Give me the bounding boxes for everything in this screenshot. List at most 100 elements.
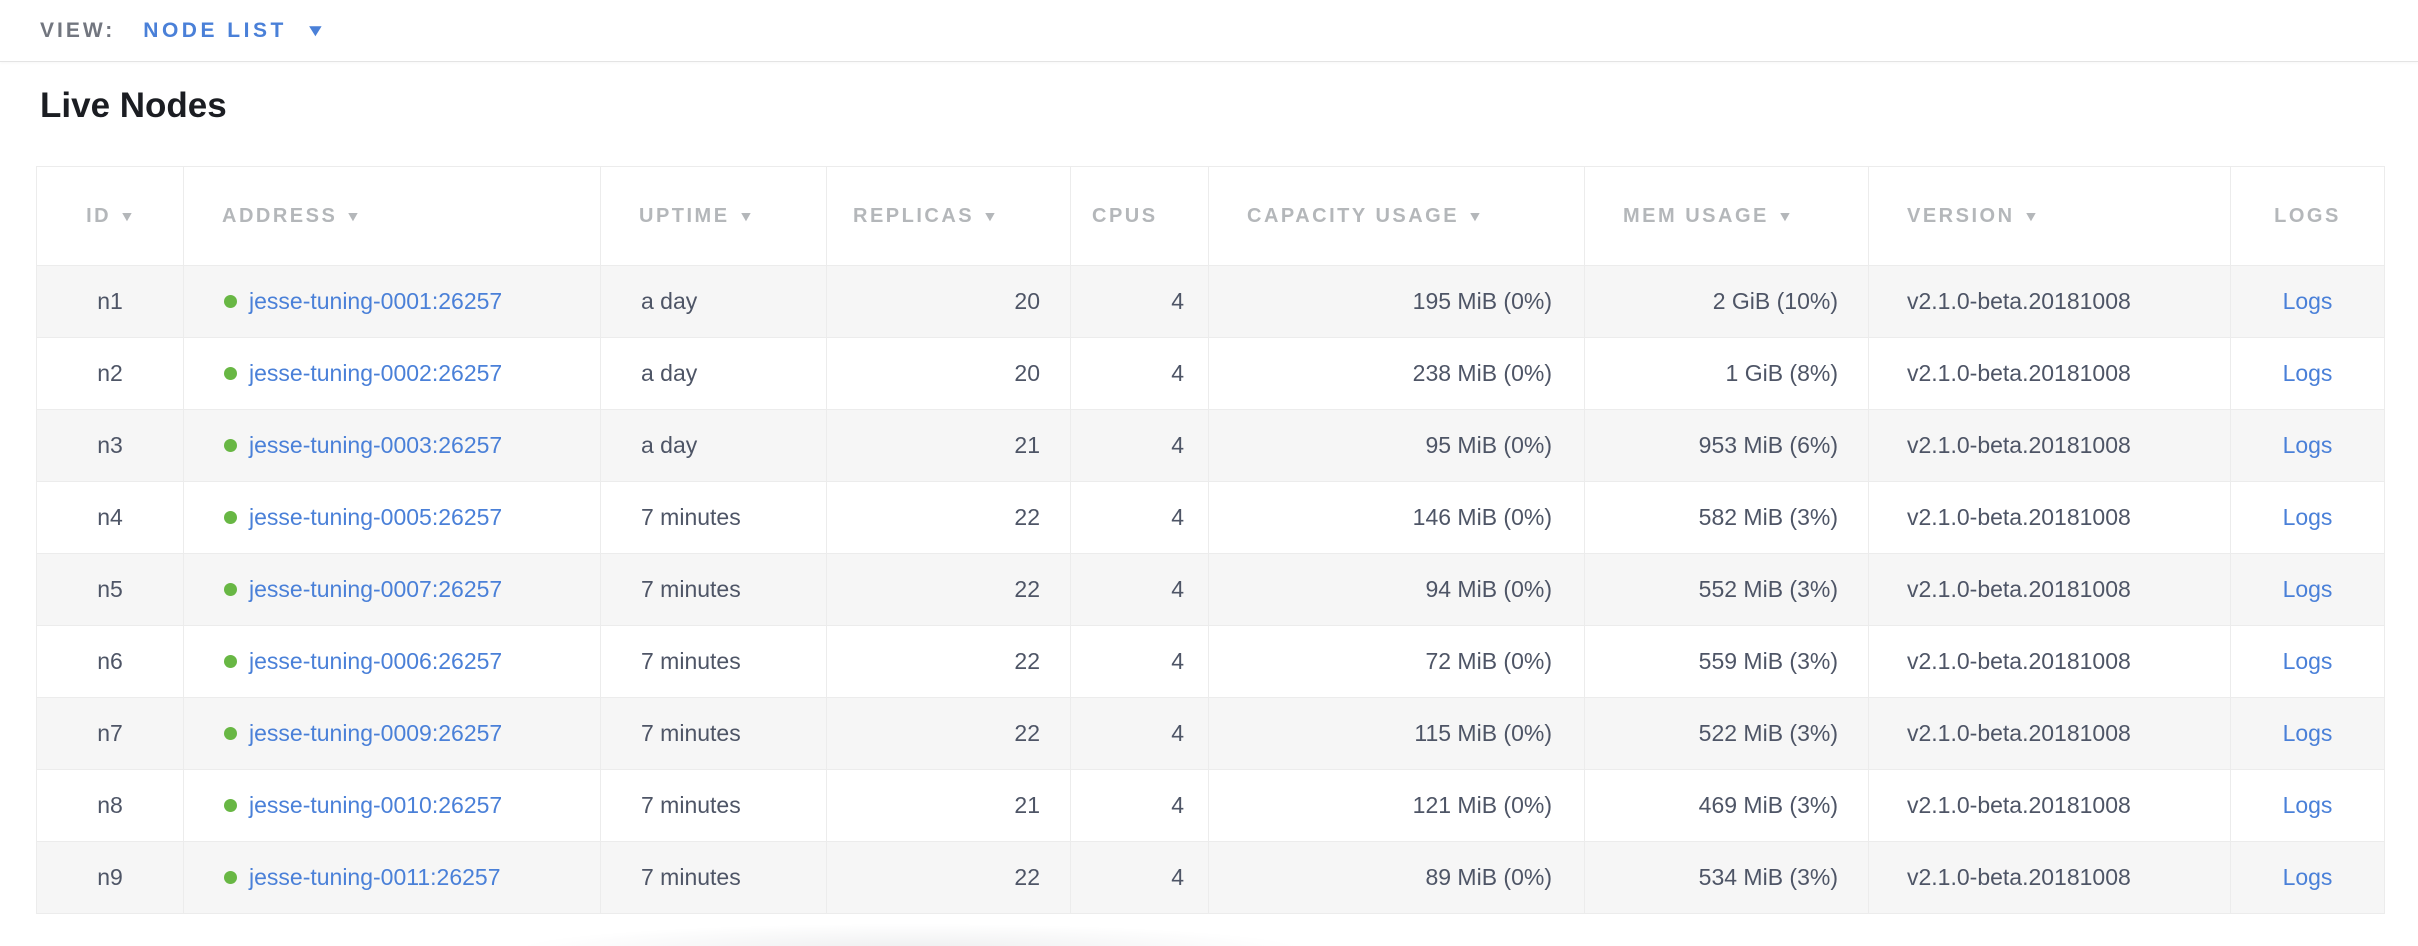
node-address-link[interactable]: jesse-tuning-0002:26257 <box>249 360 503 386</box>
cell-cpus: 4 <box>1070 337 1209 410</box>
cell-capacity: 238 MiB (0%) <box>1208 337 1585 410</box>
cell-logs: Logs <box>2230 697 2385 770</box>
cell-replicas: 21 <box>826 769 1071 842</box>
node-live-status-icon <box>224 583 237 596</box>
cell-id: n7 <box>36 697 184 770</box>
cell-id: n1 <box>36 265 184 338</box>
cell-id: n4 <box>36 481 184 554</box>
node-address-link[interactable]: jesse-tuning-0010:26257 <box>249 792 503 818</box>
sort-desc-icon: ▼ <box>1467 207 1483 224</box>
node-address-link[interactable]: jesse-tuning-0009:26257 <box>249 720 503 746</box>
cell-capacity: 89 MiB (0%) <box>1208 841 1585 914</box>
cell-address: jesse-tuning-0007:26257 <box>183 553 601 626</box>
cell-address: jesse-tuning-0009:26257 <box>183 697 601 770</box>
cell-id: n2 <box>36 337 184 410</box>
column-header-logs: LOGS <box>2230 166 2385 266</box>
logs-link[interactable]: Logs <box>2282 864 2333 890</box>
cell-mem: 953 MiB (6%) <box>1584 409 1869 482</box>
cell-logs: Logs <box>2230 265 2385 338</box>
logs-link[interactable]: Logs <box>2282 360 2333 386</box>
cell-cpus: 4 <box>1070 697 1209 770</box>
chevron-down-icon: ▼ <box>304 21 326 40</box>
logs-link[interactable]: Logs <box>2282 720 2333 746</box>
cell-address: jesse-tuning-0002:26257 <box>183 337 601 410</box>
cell-mem: 559 MiB (3%) <box>1584 625 1869 698</box>
cell-address: jesse-tuning-0011:26257 <box>183 841 601 914</box>
logs-link[interactable]: Logs <box>2282 648 2333 674</box>
cell-uptime: a day <box>600 337 827 410</box>
column-header-label: VERSION <box>1907 204 2015 227</box>
node-live-status-icon <box>224 511 237 524</box>
cell-id: n8 <box>36 769 184 842</box>
logs-link[interactable]: Logs <box>2282 792 2333 818</box>
column-header-label: MEM USAGE <box>1623 204 1769 227</box>
bottom-shadow <box>520 924 1300 946</box>
view-select-value: NODE LIST <box>143 18 287 42</box>
cell-logs: Logs <box>2230 841 2385 914</box>
node-address-link[interactable]: jesse-tuning-0003:26257 <box>249 432 503 458</box>
table-row: n4 jesse-tuning-0005:26257 7 minutes 22 4 146… <box>36 481 2385 554</box>
sort-desc-icon: ▼ <box>2022 207 2039 224</box>
sort-desc-icon: ▼ <box>345 207 362 224</box>
cell-capacity: 146 MiB (0%) <box>1208 481 1585 554</box>
table-row: n8 jesse-tuning-0010:26257 7 minutes 21 4 121… <box>36 769 2385 842</box>
cell-cpus: 4 <box>1070 625 1209 698</box>
cell-id: n6 <box>36 625 184 698</box>
cell-uptime: 7 minutes <box>600 553 827 626</box>
cell-logs: Logs <box>2230 553 2385 626</box>
node-address-link[interactable]: jesse-tuning-0011:26257 <box>249 864 501 890</box>
cell-address: jesse-tuning-0003:26257 <box>183 409 601 482</box>
node-address-link[interactable]: jesse-tuning-0005:26257 <box>249 504 503 530</box>
cell-replicas: 22 <box>826 553 1071 626</box>
cell-uptime: a day <box>600 265 827 338</box>
logs-link[interactable]: Logs <box>2282 576 2333 602</box>
column-header-address[interactable]: ADDRESS ▼ <box>183 166 601 266</box>
cell-replicas: 22 <box>826 625 1071 698</box>
view-bar: VIEW: NODE LIST ▼ <box>0 0 2418 62</box>
node-live-status-icon <box>224 367 237 380</box>
node-live-status-icon <box>224 439 237 452</box>
cell-cpus: 4 <box>1070 553 1209 626</box>
cell-cpus: 4 <box>1070 769 1209 842</box>
cell-address: jesse-tuning-0001:26257 <box>183 265 601 338</box>
column-header-uptime[interactable]: UPTIME ▼ <box>600 166 827 266</box>
cell-replicas: 20 <box>826 337 1071 410</box>
cell-logs: Logs <box>2230 409 2385 482</box>
cell-version: v2.1.0-beta.20181008 <box>1868 337 2231 410</box>
cell-logs: Logs <box>2230 625 2385 698</box>
cell-mem: 1 GiB (8%) <box>1584 337 1869 410</box>
view-select-dropdown[interactable]: NODE LIST ▼ <box>143 18 326 43</box>
column-header-cpus: CPUS <box>1070 166 1209 266</box>
cell-version: v2.1.0-beta.20181008 <box>1868 481 2231 554</box>
column-header-version[interactable]: VERSION ▼ <box>1868 166 2231 266</box>
column-header-label: CAPACITY USAGE <box>1247 204 1460 227</box>
sort-desc-icon: ▼ <box>737 207 754 224</box>
view-label: VIEW: <box>40 18 116 42</box>
logs-link[interactable]: Logs <box>2282 432 2333 458</box>
node-live-status-icon <box>224 871 237 884</box>
column-header-replicas[interactable]: REPLICAS ▼ <box>826 166 1071 266</box>
cell-id: n3 <box>36 409 184 482</box>
node-address-link[interactable]: jesse-tuning-0001:26257 <box>249 288 503 314</box>
cell-uptime: 7 minutes <box>600 769 827 842</box>
node-address-link[interactable]: jesse-tuning-0007:26257 <box>249 576 503 602</box>
cell-cpus: 4 <box>1070 481 1209 554</box>
cell-id: n5 <box>36 553 184 626</box>
cell-capacity: 95 MiB (0%) <box>1208 409 1585 482</box>
table-row: n1 jesse-tuning-0001:26257 a day 20 4 195 MiB… <box>36 265 2385 338</box>
page-title: Live Nodes <box>40 86 227 125</box>
cell-capacity: 115 MiB (0%) <box>1208 697 1585 770</box>
node-address-link[interactable]: jesse-tuning-0006:26257 <box>249 648 503 674</box>
cell-address: jesse-tuning-0005:26257 <box>183 481 601 554</box>
logs-link[interactable]: Logs <box>2282 504 2333 530</box>
page-content: Live Nodes ID ▼ ADDRESS ▼ UPTIME ▼ REPLICAS ▼ CP… <box>0 84 2418 914</box>
column-header-id[interactable]: ID ▼ <box>36 166 184 266</box>
node-live-status-icon <box>224 655 237 668</box>
column-header-capacity[interactable]: CAPACITY USAGE ▼ <box>1208 166 1585 266</box>
column-header-mem[interactable]: MEM USAGE ▼ <box>1584 166 1869 266</box>
node-live-status-icon <box>224 727 237 740</box>
column-header-label: CPUS <box>1092 204 1158 227</box>
cell-replicas: 22 <box>826 841 1071 914</box>
logs-link[interactable]: Logs <box>2282 288 2333 314</box>
table-body: n1 jesse-tuning-0001:26257 a day 20 4 195 MiB… <box>36 265 2385 914</box>
